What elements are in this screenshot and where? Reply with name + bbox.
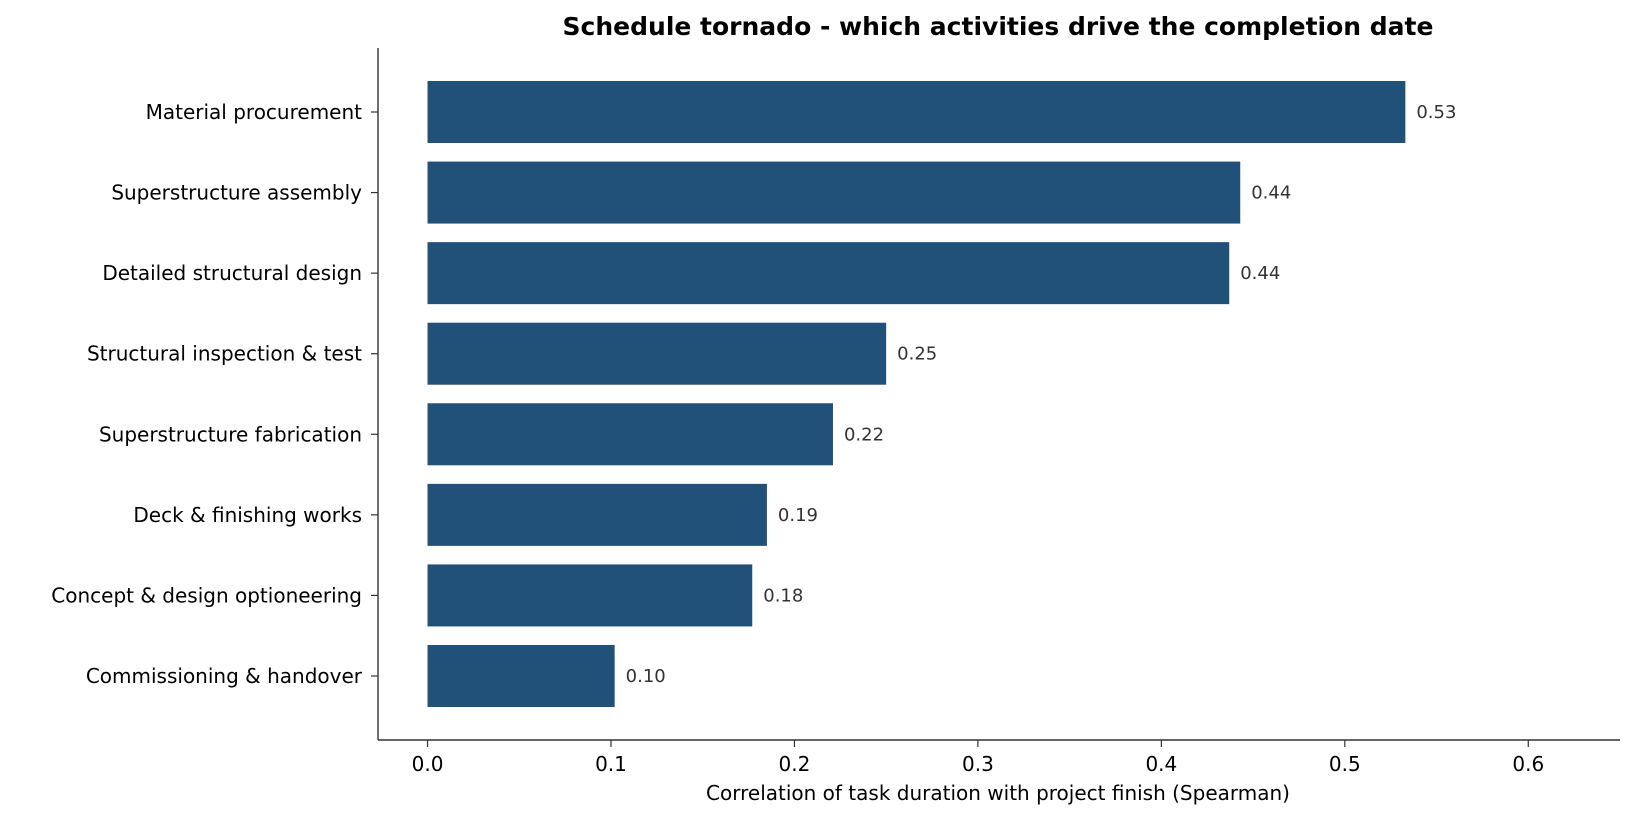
data-label: 0.18	[763, 585, 803, 606]
chart-title: Schedule tornado - which activities driv…	[563, 12, 1434, 41]
data-label: 0.22	[844, 424, 884, 445]
y-tick-label: Detailed structural design	[102, 261, 362, 285]
x-tick-label: 0.4	[1145, 752, 1177, 776]
x-tick-label: 0.1	[595, 752, 627, 776]
bar	[427, 403, 833, 466]
x-tick-label: 0.5	[1329, 752, 1361, 776]
y-tick-label: Superstructure fabrication	[99, 422, 362, 446]
x-tick-label: 0.2	[779, 752, 811, 776]
x-tick-label: 0.6	[1512, 752, 1544, 776]
data-label: 0.19	[778, 505, 818, 526]
bar	[427, 645, 615, 707]
y-tick-label: Deck & finishing works	[133, 503, 362, 527]
data-label: 0.44	[1240, 263, 1280, 284]
y-tick-label: Concept & design optioneering	[51, 583, 362, 607]
x-axis-label: Correlation of task duration with projec…	[706, 781, 1290, 805]
bar	[427, 483, 767, 546]
plot-area: 0.0 0.1 0.2 0.3 0.4 0.5 0.6 Material procuremen…	[51, 48, 1620, 776]
bar	[427, 564, 753, 627]
bar	[427, 81, 1406, 143]
data-label: 0.25	[897, 344, 937, 365]
data-label: 0.44	[1251, 183, 1291, 204]
x-tick-label: 0.0	[412, 752, 444, 776]
x-tick-label: 0.3	[962, 752, 994, 776]
y-tick-label: Structural inspection & test	[87, 342, 362, 366]
bar	[427, 161, 1241, 224]
data-label: 0.53	[1416, 102, 1456, 123]
y-tick-label: Material procurement	[146, 100, 363, 124]
bar	[427, 322, 887, 385]
data-label: 0.10	[626, 666, 666, 687]
y-tick-label: Superstructure assembly	[111, 181, 362, 205]
bar	[427, 242, 1230, 305]
y-tick-label: Commissioning & handover	[86, 664, 363, 688]
